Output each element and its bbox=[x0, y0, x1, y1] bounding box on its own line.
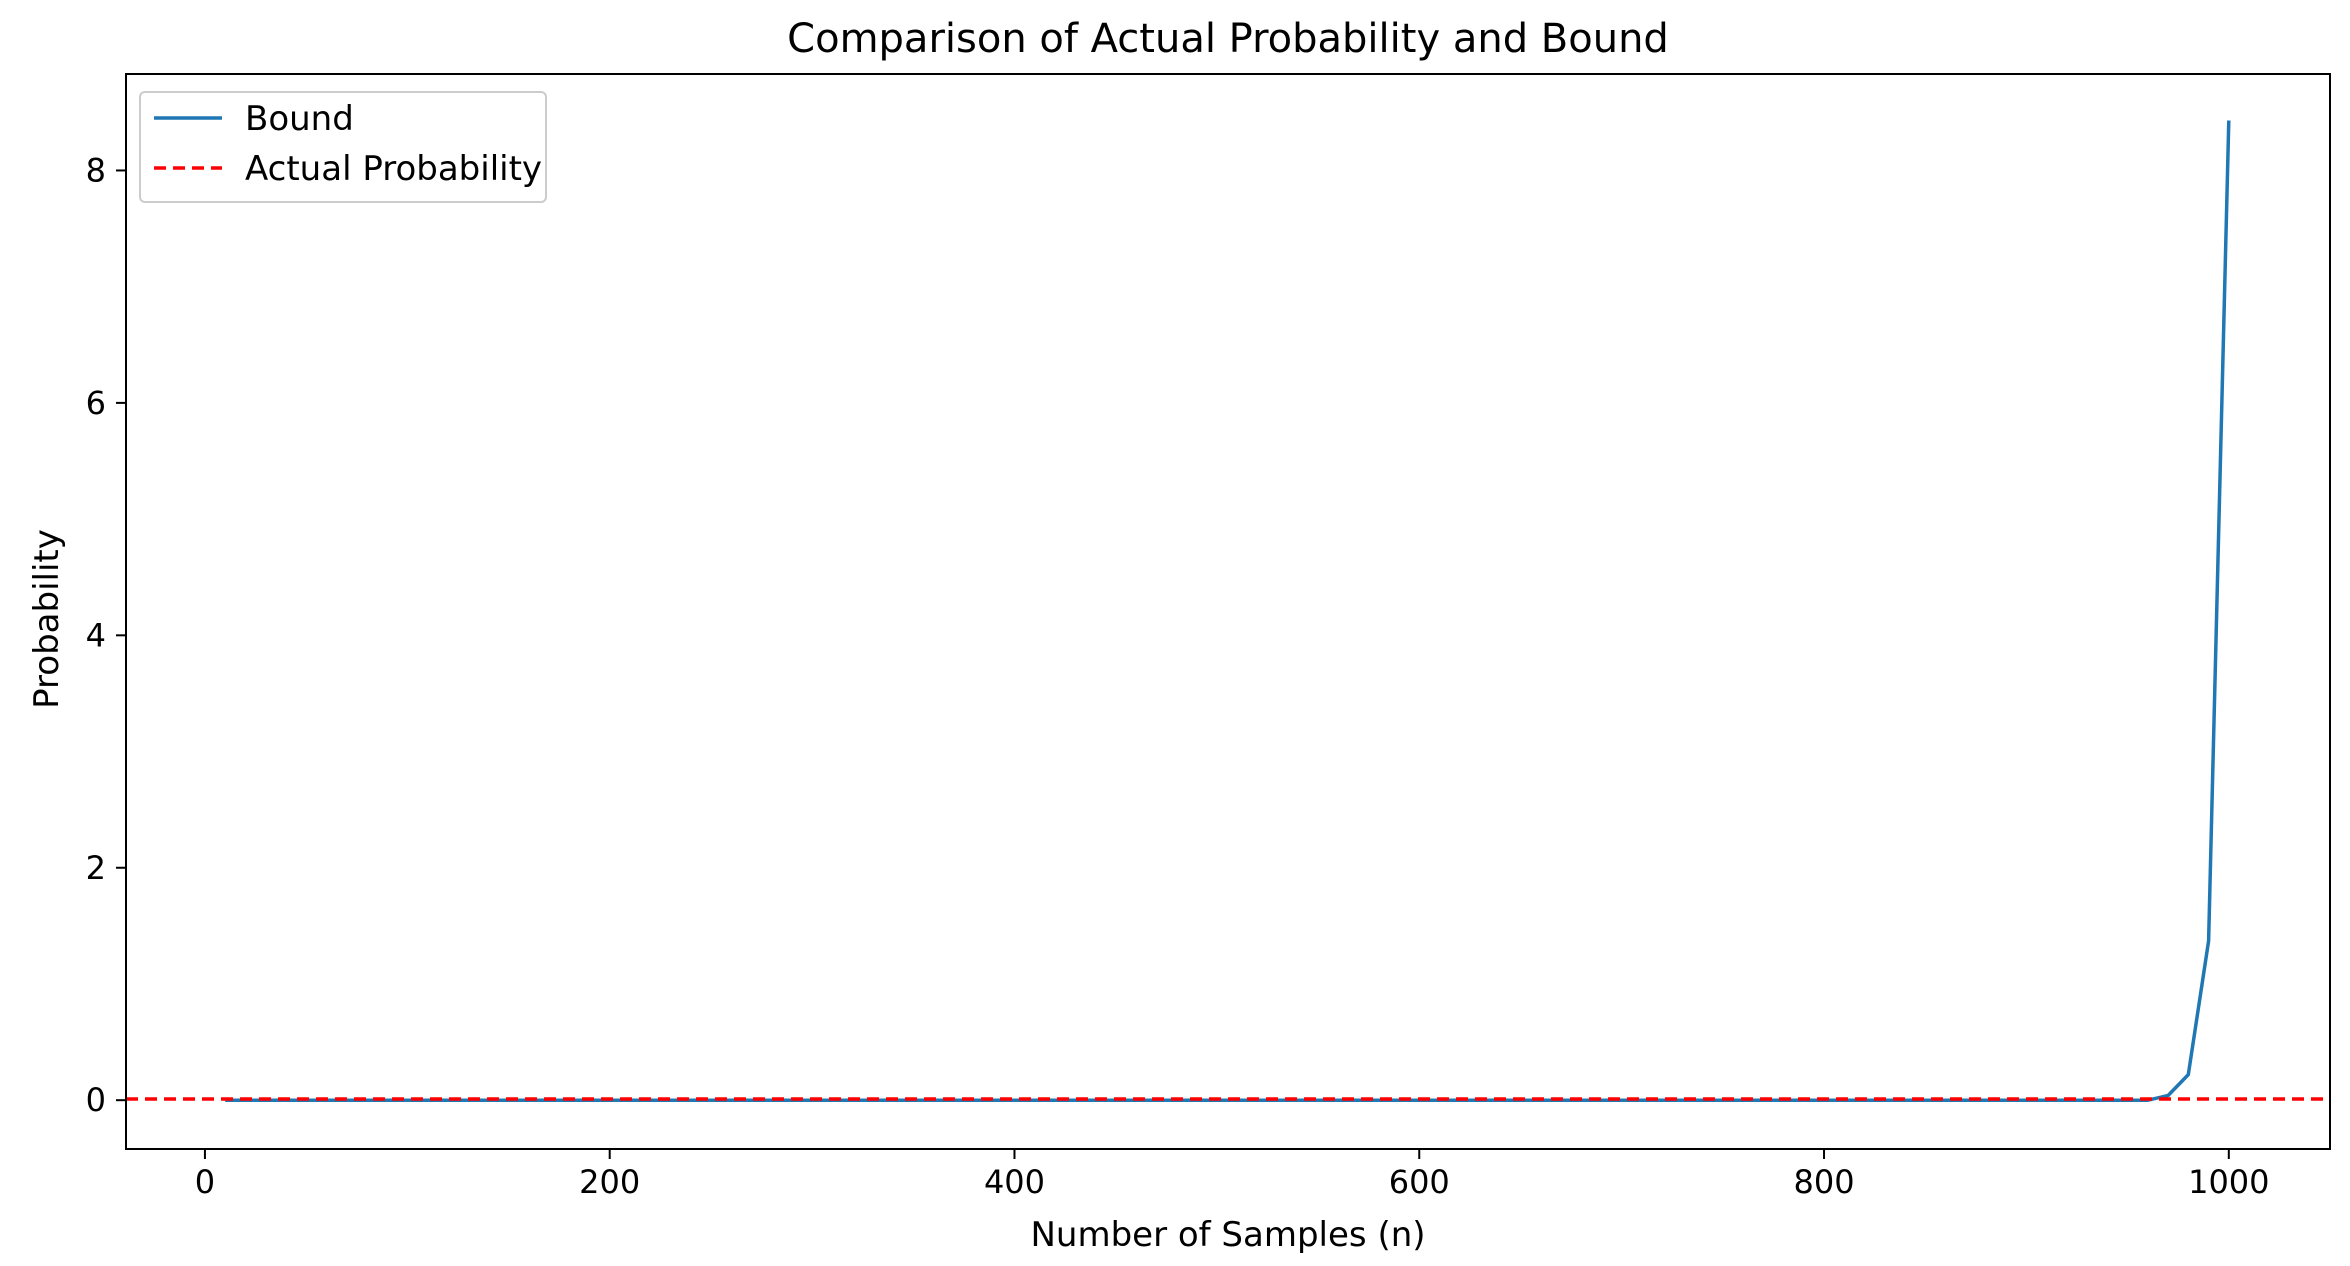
legend-label-actual-probability: Actual Probability bbox=[245, 149, 542, 189]
x-tick-label: 400 bbox=[984, 1163, 1045, 1201]
plot-frame bbox=[125, 73, 2331, 1150]
x-axis-label: Number of Samples (n) bbox=[1030, 1215, 1425, 1255]
y-tick-label: 0 bbox=[86, 1081, 106, 1119]
legend-label-bound: Bound bbox=[245, 99, 354, 139]
y-axis: 0 2 4 6 8 bbox=[86, 151, 126, 1119]
y-axis-label: Probability bbox=[27, 529, 67, 709]
x-tick-label: 1000 bbox=[2188, 1163, 2269, 1201]
x-axis: 0 200 400 600 800 1000 bbox=[195, 1149, 2270, 1201]
y-tick-label: 4 bbox=[86, 616, 106, 654]
legend-box bbox=[139, 91, 547, 203]
x-tick-label: 0 bbox=[195, 1163, 215, 1201]
series-layer bbox=[126, 120, 2330, 1102]
y-tick-label: 6 bbox=[86, 384, 106, 422]
y-tick-label: 8 bbox=[86, 151, 106, 189]
legend: Bound Actual Probability bbox=[139, 91, 547, 203]
x-tick-label: 800 bbox=[1793, 1163, 1854, 1201]
x-tick-label: 600 bbox=[1389, 1163, 1450, 1201]
chart-title: Comparison of Actual Probability and Bou… bbox=[787, 16, 1669, 62]
series-line-bound bbox=[225, 120, 2231, 1102]
y-tick-label: 2 bbox=[86, 849, 106, 887]
x-tick-label: 200 bbox=[579, 1163, 640, 1201]
